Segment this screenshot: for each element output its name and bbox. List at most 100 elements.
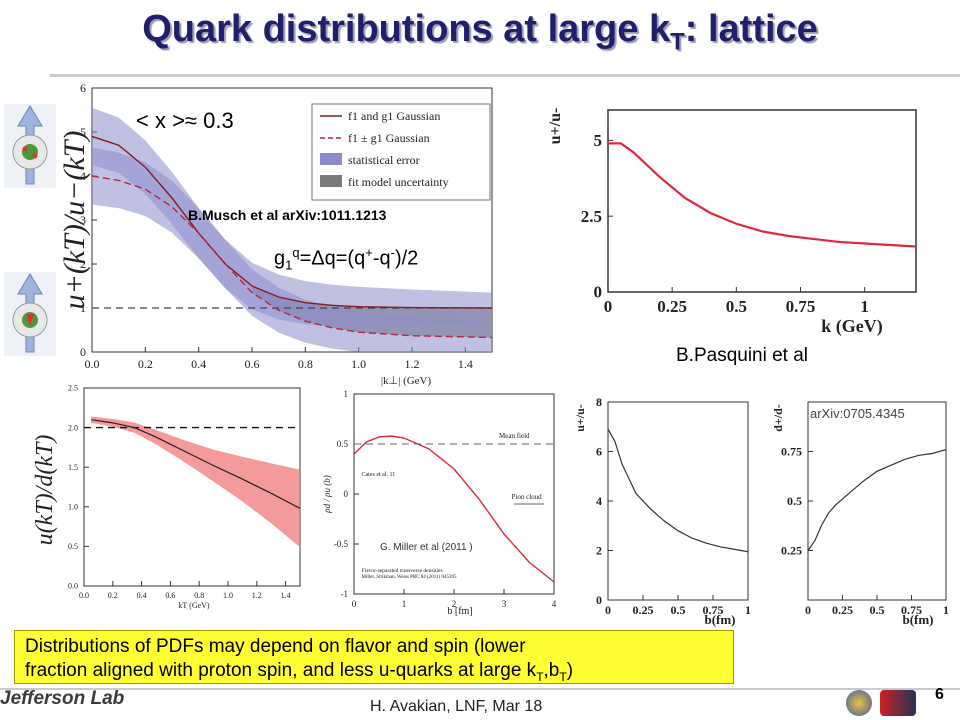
g1q-end: )/2	[394, 247, 419, 270]
x-axis-label: b [fm]	[447, 606, 472, 617]
footer-author: H. Avakian, LNF, Mar 18	[370, 698, 543, 715]
x-tick-label: 0.5	[671, 603, 686, 617]
y-tick-label: 0.5	[337, 439, 349, 449]
arxiv-citation: arXiv:0705.4345	[810, 406, 905, 421]
note-line-2: fraction aligned with proton spin, and l…	[25, 659, 723, 689]
series-line-0	[91, 135, 493, 309]
x-tick-label: 3	[502, 599, 507, 609]
series-line-0	[807, 448, 947, 551]
legend-entry: f1 ± g1 Gaussian	[348, 131, 430, 145]
x-axis-label: k (GeV)	[821, 316, 883, 337]
y-axis-label: u+(kT)/u−(kT)	[58, 131, 91, 310]
y-tick-label: 6	[596, 445, 602, 459]
y-axis-label: u+/u-	[547, 108, 564, 145]
statistical-error-band	[92, 147, 492, 352]
x-tick-label: 0.6	[245, 357, 260, 371]
x-tick-label: 0.4	[191, 357, 206, 371]
series-line-0	[608, 142, 917, 248]
y-tick-label: 0.75	[781, 445, 802, 459]
note-line-2-a: fraction aligned with proton spin, and l…	[25, 660, 537, 681]
chart-u-over-d: 0.0 0.2 0.4 0.6 0.8 1.0 1.2 1.4 0.0 0.5 1.0 1.5 2.0 2…	[34, 384, 301, 610]
chart-pasquini: 0 0.25 0.5 0.75 1 0 2.5 5 k (GeV) u+/u-	[547, 108, 917, 337]
title-rule	[50, 74, 960, 77]
y-tick-label: 1	[344, 389, 349, 399]
x-axis-label: b(fm)	[704, 612, 735, 627]
annotation-reference: Miller, Strikman, Weiss PRC 84 (2011) 04…	[362, 575, 457, 580]
x-tick-label: 0.75	[786, 297, 816, 316]
title-tail: : lattice	[684, 8, 818, 50]
legend-entry: statistical error	[348, 153, 420, 167]
y-axis-label: u+/u-	[573, 404, 587, 432]
y-tick-label: 0	[80, 345, 86, 359]
slide-title: Quark distributions at large kT: lattice	[0, 8, 960, 57]
y-tick-label: 5	[80, 125, 86, 139]
y-tick-label: 0	[344, 489, 349, 499]
g1q-sup2: +	[365, 245, 373, 260]
y-tick-label: 0	[594, 283, 603, 302]
x-tick-label: 0.2	[138, 357, 153, 371]
annotation-mean-field: Mean field	[499, 432, 530, 440]
y-tick-label: 1.0	[68, 502, 78, 511]
x-tick-label: 0.0	[79, 591, 89, 600]
musch-citation: B.Musch et al arXiv:1011.1213	[188, 207, 387, 223]
y-tick-label: 0.0	[68, 582, 78, 591]
x-tick-label: 0.5	[726, 297, 747, 316]
x-tick-label: 0.4	[137, 591, 147, 600]
note-line-2-b: ,b	[543, 660, 560, 681]
jefferson-lab-logo: Jefferson Lab	[0, 688, 125, 709]
x-tick-label: 1.4	[458, 357, 473, 371]
x-axis-label: b(fm)	[902, 612, 933, 627]
chart-d-plus-minus-b: 0 0.25 0.5 0.75 10.250.50.75b(fm)d+/d-	[771, 401, 949, 627]
proton-spin-aligned-icon	[4, 104, 56, 188]
legend-entry: fit model uncertainty	[348, 175, 449, 189]
g1q-sup: q	[292, 245, 300, 260]
g1q-sub: 1	[285, 257, 293, 273]
x-tick-label: 0	[605, 603, 611, 617]
x-tick-label: 1	[402, 599, 407, 609]
x-tick-label: 0.25	[832, 603, 853, 617]
x-tick-label: 0.2	[108, 591, 118, 600]
title-main: Quark distributions at large k	[142, 8, 671, 50]
x-tick-label: 4	[552, 599, 557, 609]
y-tick-label: 0.25	[781, 544, 802, 558]
error-band	[91, 416, 300, 548]
lab-seal-icon	[846, 690, 872, 716]
y-tick-label: 2.5	[581, 207, 602, 226]
g1q-rest: =Δq=(q	[299, 247, 366, 270]
x-tick-label: 0.8	[298, 357, 313, 371]
g1q-sup3: -	[390, 245, 395, 260]
x-tick-label: 1	[943, 603, 949, 617]
y-tick-label: 6	[80, 84, 86, 95]
y-tick-label: -0.5	[334, 539, 349, 549]
x-tick-label: 0.6	[165, 591, 175, 600]
legend-swatch	[320, 153, 342, 165]
y-tick-label: 1	[80, 301, 86, 315]
jsa-logo-icon	[880, 690, 916, 716]
series-line-0	[607, 428, 749, 553]
x-tick-label: 0.25	[657, 297, 687, 316]
pasquini-citation: B.Pasquini et al	[676, 345, 809, 366]
note-line-2-sub2: T	[559, 669, 567, 684]
y-tick-label: 4	[80, 169, 86, 183]
page-number: 6	[935, 686, 944, 703]
y-axis-label: ρd / ρu (b)	[322, 475, 332, 513]
series-line-0	[91, 419, 301, 509]
x-tick-label: 1.0	[351, 357, 366, 371]
plot-frame	[607, 109, 917, 293]
annotation-densities: Flavor-separated transverse densities	[362, 568, 443, 574]
note-line-2-c: )	[566, 660, 574, 681]
x-tick-label: 2	[452, 599, 457, 609]
y-tick-label: 0.5	[68, 542, 78, 551]
x-tick-label: 0	[352, 599, 357, 609]
y-tick-label: -1	[341, 589, 349, 599]
chart-lattice-ratio: 0.0 0.2 0.4 0.6 0.8 1.0 1.2 1.4 0 1 2 3 4 5 6 |k⊥| (GeV…	[58, 84, 493, 387]
legend-swatch	[320, 175, 342, 187]
y-tick-label: 5	[594, 131, 603, 150]
y-tick-label: 0	[596, 593, 602, 607]
y-axis-label: u(kT)/d(kT)	[34, 435, 58, 546]
x-tick-label: 0.5	[870, 603, 885, 617]
g1q-formula: g1q=Δq=(q+-q-)/2	[274, 245, 418, 273]
g1q-g: g	[274, 247, 286, 270]
x-tick-label: 1.2	[405, 357, 420, 371]
summary-note: Distributions of PDFs may depend on flav…	[14, 630, 734, 684]
